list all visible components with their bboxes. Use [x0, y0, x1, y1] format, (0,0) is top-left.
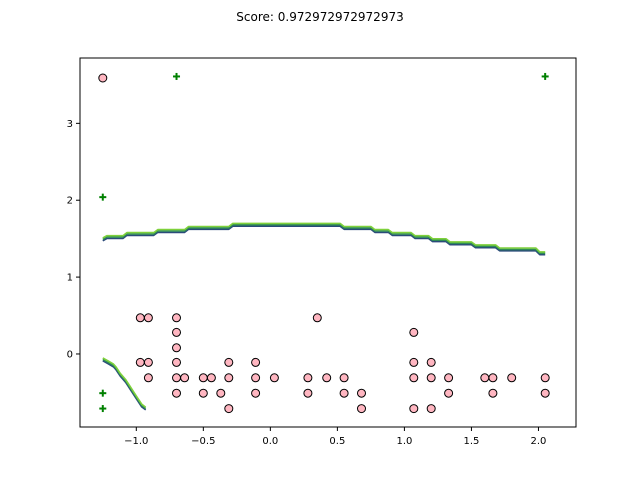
circle-point-4 [172, 327, 181, 337]
chart-title: Score: 0.972972972972973 [236, 10, 403, 24]
circle-point-23 [251, 373, 261, 383]
circle-point-9 [312, 313, 322, 323]
circle-point-44 [507, 373, 517, 383]
circle-point-38 [426, 404, 436, 414]
circle-point-18 [224, 357, 234, 367]
x-tick-label: 2.0 [531, 436, 547, 447]
circle-point-15 [198, 373, 208, 383]
circle-point-24 [251, 388, 261, 398]
x-tick-label: −1.0 [124, 436, 148, 447]
circle-point-11 [135, 357, 145, 367]
circle-point-28 [322, 373, 332, 383]
circle-point-8 [172, 388, 181, 398]
circle-point-45 [540, 373, 550, 383]
circle-point-33 [409, 357, 419, 367]
circle-point-13 [143, 373, 153, 383]
circle-point-36 [426, 357, 436, 367]
circle-point-22 [251, 357, 261, 367]
circle-point-37 [426, 373, 436, 383]
x-tick-label: 1.5 [463, 436, 479, 447]
circle-point-20 [216, 388, 226, 398]
circle-point-46 [540, 388, 550, 398]
plus-point-0 [173, 72, 181, 80]
circle-point-12 [143, 357, 153, 367]
circle-point-27 [303, 388, 313, 398]
y-tick-label: 0 [67, 349, 73, 360]
y-tick-label: 2 [67, 196, 73, 207]
circle-point-35 [409, 404, 419, 414]
circle-point-42 [488, 373, 498, 383]
circle-point-43 [488, 388, 498, 398]
circle-point-30 [339, 388, 349, 398]
circle-point-21 [224, 404, 234, 414]
circle-point-29 [339, 373, 349, 383]
circle-point-19 [198, 388, 208, 398]
y-tick-label: 1 [67, 273, 73, 284]
plus-point-4 [99, 405, 107, 413]
circle-point-26 [303, 373, 313, 383]
circle-point-41 [480, 373, 490, 383]
boundary-lower-line-2 [102, 357, 147, 408]
circle-point-32 [357, 404, 366, 414]
boundary-upper-line-0 [102, 225, 546, 256]
circle-point-7 [172, 373, 181, 383]
decision-boundary-layer [102, 222, 546, 411]
plus-point-3 [99, 389, 107, 397]
circle-point-17 [224, 373, 234, 383]
y-tick-label: 3 [67, 119, 73, 130]
circle-point-14 [180, 373, 190, 383]
circle-point-25 [269, 373, 279, 383]
circle-point-39 [444, 373, 454, 383]
boundary-upper-line-1 [102, 224, 546, 255]
circle-point-0 [98, 73, 108, 83]
x-tick-label: 1.0 [396, 436, 412, 447]
plus-point-2 [99, 193, 107, 201]
circle-point-10 [409, 327, 419, 337]
data-points-layer [98, 72, 550, 414]
x-axis-ticks: −1.0 −0.5 0.0 0.5 1.0 1.5 2.0 [124, 427, 546, 447]
circle-point-16 [206, 373, 216, 383]
y-axis-ticks: 0 1 2 3 [67, 119, 80, 360]
circle-point-34 [409, 373, 419, 383]
x-tick-label: −0.5 [191, 436, 215, 447]
plus-point-1 [541, 72, 549, 80]
circle-point-40 [444, 388, 454, 398]
circle-point-1 [135, 313, 145, 323]
circle-point-6 [172, 357, 181, 367]
circle-point-2 [143, 313, 153, 323]
x-tick-label: 0.5 [329, 436, 345, 447]
plot-frame [79, 57, 577, 428]
x-tick-label: 0.0 [262, 436, 278, 447]
circle-point-31 [357, 388, 366, 398]
circle-point-3 [172, 313, 181, 323]
circle-point-5 [172, 343, 181, 353]
boundary-upper-line-2 [102, 222, 546, 253]
